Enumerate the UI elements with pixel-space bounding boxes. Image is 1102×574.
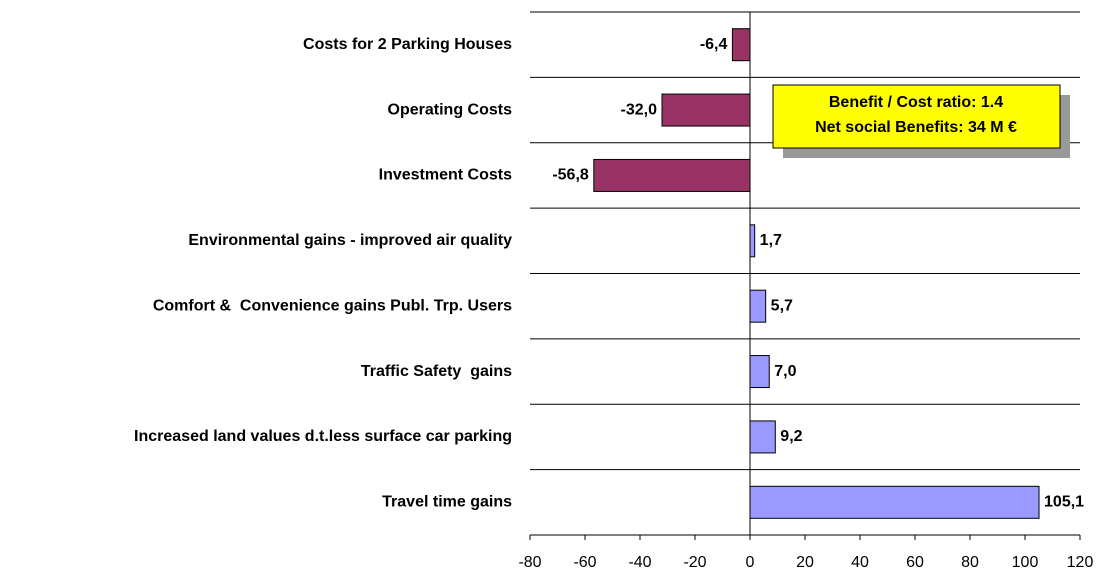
x-tick-label: -80 bbox=[518, 554, 541, 571]
bar bbox=[749, 224, 756, 258]
bar bbox=[661, 93, 751, 127]
x-tick-label: 20 bbox=[796, 554, 814, 571]
value-label: 105,1 bbox=[1044, 494, 1084, 511]
category-label: Traffic Safety gains bbox=[361, 363, 512, 380]
bar bbox=[749, 355, 770, 389]
x-tick-label: -40 bbox=[628, 554, 651, 571]
category-label: Costs for 2 Parking Houses bbox=[303, 36, 512, 53]
x-tick-label: 80 bbox=[961, 554, 979, 571]
value-label: 1,7 bbox=[760, 232, 782, 249]
x-tick-label: -60 bbox=[573, 554, 596, 571]
value-label: 5,7 bbox=[771, 297, 793, 314]
bar bbox=[749, 485, 1040, 519]
x-tick-label: 40 bbox=[851, 554, 869, 571]
value-label: 7,0 bbox=[774, 363, 796, 380]
category-label: Operating Costs bbox=[388, 101, 513, 118]
x-tick-label: 0 bbox=[746, 554, 755, 571]
value-label: -6,4 bbox=[700, 36, 728, 53]
annotation: Benefit / Cost ratio: 1.4 bbox=[829, 94, 1003, 111]
category-label: Travel time gains bbox=[382, 494, 512, 511]
category-label: Comfort & Convenience gains Publ. Trp. U… bbox=[153, 297, 512, 314]
x-tick-label: 120 bbox=[1067, 554, 1094, 571]
category-label: Investment Costs bbox=[379, 167, 512, 184]
annotation: Net social Benefits: 34 M € bbox=[815, 119, 1017, 136]
x-tick-label: 60 bbox=[906, 554, 924, 571]
category-label: Environmental gains - improved air quali… bbox=[188, 232, 512, 249]
bar bbox=[749, 420, 776, 454]
bar bbox=[749, 289, 767, 323]
value-label: 9,2 bbox=[780, 428, 802, 445]
x-tick-label: 100 bbox=[1012, 554, 1039, 571]
x-tick-label: -20 bbox=[683, 554, 706, 571]
bar bbox=[731, 28, 751, 62]
annotation-box bbox=[772, 84, 1061, 149]
category-label: Increased land values d.t.less surface c… bbox=[134, 428, 512, 445]
value-label: -32,0 bbox=[621, 101, 658, 118]
bar bbox=[593, 158, 751, 192]
value-label: -56,8 bbox=[552, 167, 589, 184]
